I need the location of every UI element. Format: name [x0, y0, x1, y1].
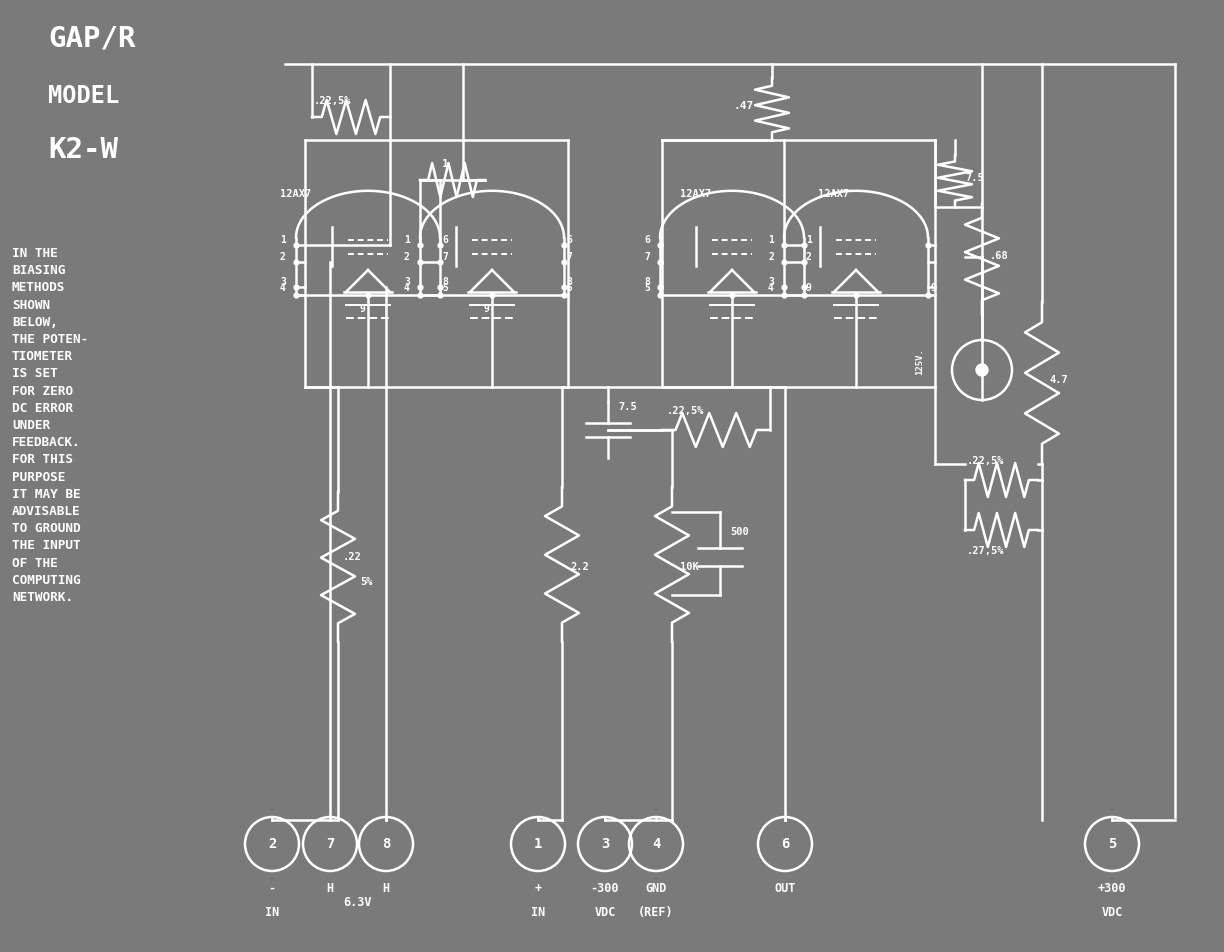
Text: IN: IN [531, 906, 545, 919]
Text: 4: 4 [652, 837, 660, 851]
Text: 9: 9 [360, 305, 366, 314]
Text: 12AX7: 12AX7 [681, 189, 711, 199]
Text: 12AX7: 12AX7 [280, 189, 311, 199]
Text: 7.5: 7.5 [965, 173, 984, 183]
Text: 7: 7 [326, 837, 334, 851]
Text: 1: 1 [442, 159, 449, 169]
Text: 4: 4 [767, 283, 774, 293]
Text: 2: 2 [280, 252, 286, 262]
Text: .22,5%: .22,5% [315, 96, 351, 106]
Text: 500: 500 [730, 526, 749, 537]
Text: IN THE
BIASING
METHODS
SHOWN
BELOW,
THE POTEN-
TIOMETER
IS SET
FOR ZERO
DC ERROR: IN THE BIASING METHODS SHOWN BELOW, THE … [12, 247, 88, 604]
Text: .22,5%: .22,5% [967, 456, 1005, 466]
Text: 2: 2 [268, 837, 277, 851]
Text: 2.2: 2.2 [570, 562, 589, 571]
Text: 125V.: 125V. [916, 348, 924, 375]
Text: 6: 6 [565, 235, 572, 245]
Text: .22,5%: .22,5% [667, 406, 705, 416]
Text: 8: 8 [382, 837, 390, 851]
Text: .47: .47 [734, 101, 754, 111]
Text: 1: 1 [534, 837, 542, 851]
Text: 4: 4 [280, 283, 286, 293]
Text: 1: 1 [805, 235, 812, 245]
Text: 2: 2 [805, 252, 812, 262]
Text: (REF): (REF) [638, 906, 674, 919]
Text: 12AX7: 12AX7 [818, 189, 849, 199]
Text: 5: 5 [1108, 837, 1116, 851]
Text: 7: 7 [442, 252, 448, 262]
Text: -: - [268, 882, 275, 895]
Text: .27,5%: .27,5% [967, 546, 1005, 556]
Text: 1: 1 [767, 235, 774, 245]
Text: 6: 6 [644, 235, 650, 245]
Text: GND: GND [645, 882, 667, 895]
Text: 4: 4 [404, 283, 410, 293]
Text: 6: 6 [442, 235, 448, 245]
Text: 9: 9 [930, 283, 936, 293]
Text: 9: 9 [483, 305, 490, 314]
Text: 9: 9 [805, 283, 812, 293]
Text: K2-W: K2-W [48, 136, 118, 164]
Text: VDC: VDC [1102, 906, 1122, 919]
Text: 7.5: 7.5 [618, 402, 636, 412]
Text: GAP/R: GAP/R [48, 24, 136, 52]
Text: 7: 7 [565, 252, 572, 262]
Text: H: H [382, 882, 389, 895]
Text: .22: .22 [343, 551, 362, 562]
Text: +300: +300 [1098, 882, 1126, 895]
Text: 2: 2 [767, 252, 774, 262]
Text: H: H [327, 882, 334, 895]
Text: 5: 5 [442, 283, 448, 293]
Text: 8: 8 [442, 277, 448, 287]
Text: 4.7: 4.7 [1050, 375, 1069, 385]
Text: .68: .68 [990, 251, 1009, 261]
Text: IN: IN [264, 906, 279, 919]
Text: +: + [535, 882, 541, 895]
Text: 1: 1 [280, 235, 286, 245]
Text: 10K: 10K [681, 562, 699, 571]
Text: 7: 7 [644, 252, 650, 262]
Text: 8: 8 [644, 277, 650, 287]
Text: 5: 5 [644, 283, 650, 293]
Text: -300: -300 [591, 882, 619, 895]
Text: 2: 2 [404, 252, 410, 262]
Text: 3: 3 [280, 277, 286, 287]
Circle shape [976, 364, 988, 376]
Text: 8: 8 [565, 277, 572, 287]
Text: VDC: VDC [595, 906, 616, 919]
Text: 1: 1 [404, 235, 410, 245]
Text: 6.3V: 6.3V [344, 896, 372, 909]
Text: 6: 6 [781, 837, 789, 851]
Text: 5: 5 [565, 283, 572, 293]
Text: 3: 3 [404, 277, 410, 287]
Text: OUT: OUT [775, 882, 796, 895]
Text: 5%: 5% [360, 577, 372, 587]
Text: 3: 3 [767, 277, 774, 287]
Text: MODEL: MODEL [48, 84, 119, 108]
Text: 3: 3 [601, 837, 610, 851]
